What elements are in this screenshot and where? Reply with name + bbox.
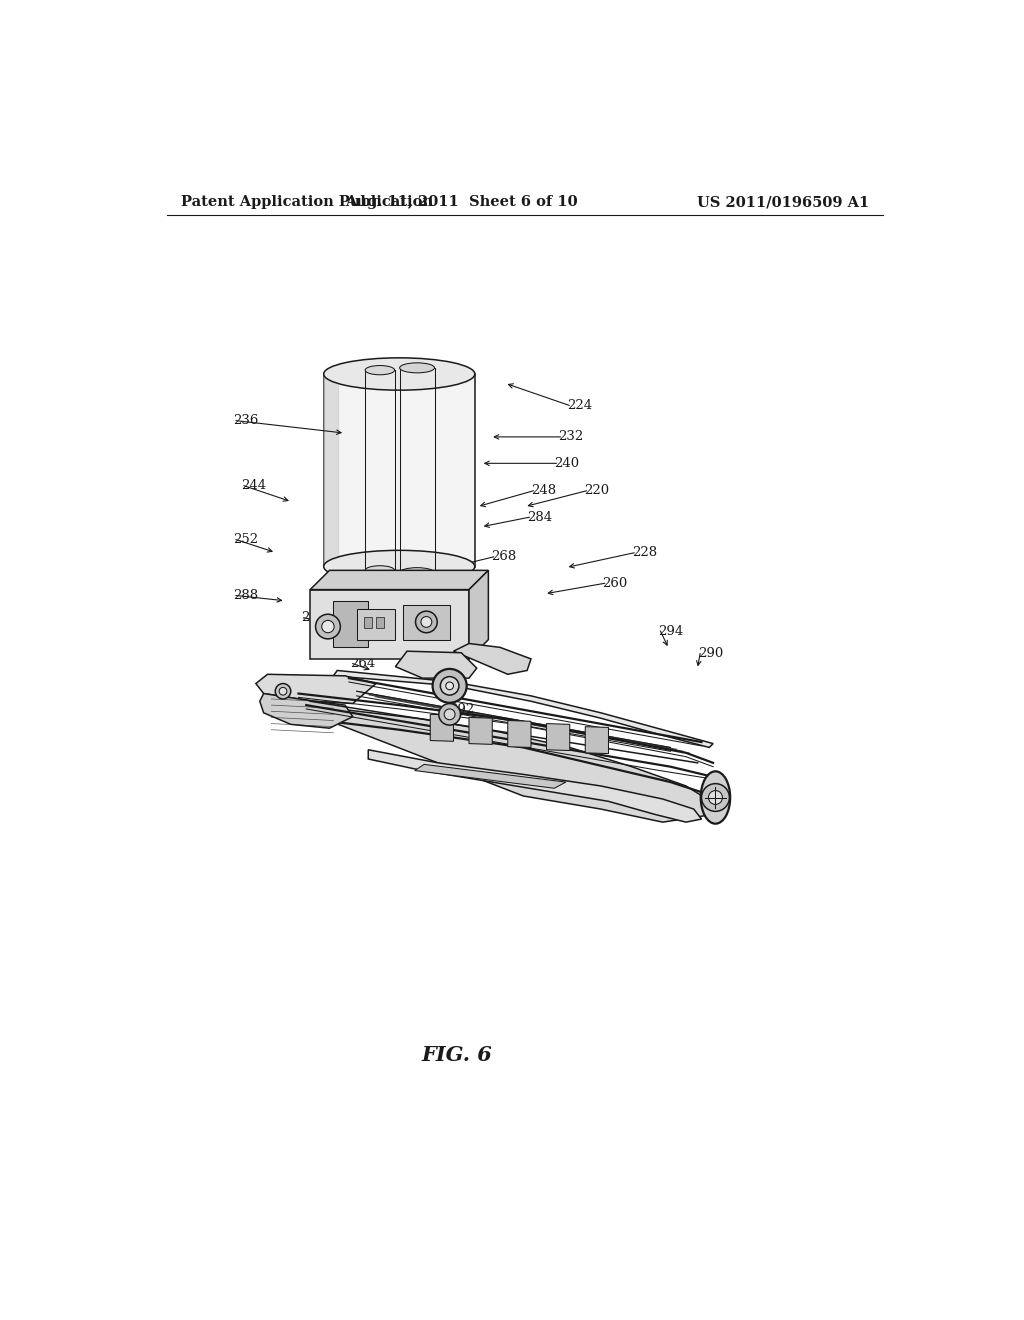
Ellipse shape: [700, 771, 730, 824]
Text: 272: 272: [301, 611, 327, 624]
Text: 284: 284: [527, 511, 552, 524]
Polygon shape: [369, 750, 701, 822]
Polygon shape: [395, 651, 477, 678]
Polygon shape: [334, 671, 713, 747]
Circle shape: [275, 684, 291, 700]
Circle shape: [315, 614, 340, 639]
Polygon shape: [376, 616, 384, 628]
Text: 260: 260: [602, 577, 628, 590]
Polygon shape: [586, 726, 608, 754]
Text: 236: 236: [233, 414, 259, 428]
Polygon shape: [356, 609, 395, 640]
Circle shape: [416, 611, 437, 632]
Ellipse shape: [399, 568, 434, 578]
Polygon shape: [403, 605, 450, 640]
Text: 232: 232: [558, 430, 584, 444]
Text: 264: 264: [350, 657, 376, 671]
Polygon shape: [310, 590, 469, 659]
Polygon shape: [256, 675, 376, 704]
Text: US 2011/0196509 A1: US 2011/0196509 A1: [696, 195, 869, 209]
Polygon shape: [324, 374, 338, 566]
Ellipse shape: [366, 366, 394, 375]
Ellipse shape: [366, 566, 394, 576]
Text: 248: 248: [531, 484, 556, 498]
Ellipse shape: [324, 358, 475, 391]
Text: 252: 252: [233, 533, 259, 546]
Polygon shape: [430, 714, 454, 742]
Text: 224: 224: [567, 399, 592, 412]
Circle shape: [445, 682, 454, 690]
Text: Patent Application Publication: Patent Application Publication: [180, 195, 433, 209]
Circle shape: [444, 709, 455, 719]
Circle shape: [432, 669, 467, 702]
Polygon shape: [547, 723, 569, 751]
Circle shape: [701, 784, 729, 812]
Circle shape: [322, 620, 334, 632]
Polygon shape: [469, 718, 493, 744]
Text: 292: 292: [450, 702, 475, 715]
Polygon shape: [508, 721, 531, 747]
Polygon shape: [415, 764, 566, 788]
Text: 244: 244: [242, 479, 266, 492]
Text: 268: 268: [492, 550, 517, 564]
Circle shape: [438, 704, 461, 725]
Text: Aug. 11, 2011  Sheet 6 of 10: Aug. 11, 2011 Sheet 6 of 10: [345, 195, 578, 209]
Circle shape: [440, 677, 459, 696]
Polygon shape: [324, 374, 475, 566]
Text: FIG. 6: FIG. 6: [422, 1045, 493, 1065]
Polygon shape: [365, 616, 372, 628]
Polygon shape: [299, 705, 717, 822]
Polygon shape: [260, 693, 352, 729]
Polygon shape: [469, 570, 488, 659]
Text: 294: 294: [658, 624, 683, 638]
Polygon shape: [454, 644, 531, 675]
Text: 288: 288: [233, 589, 259, 602]
Polygon shape: [334, 601, 369, 647]
Circle shape: [421, 616, 432, 627]
Text: 290: 290: [697, 647, 723, 660]
Polygon shape: [310, 570, 488, 590]
Circle shape: [280, 688, 287, 696]
Circle shape: [709, 791, 722, 804]
Ellipse shape: [399, 363, 434, 372]
Ellipse shape: [324, 550, 475, 582]
Text: 228: 228: [632, 546, 657, 560]
Text: 240: 240: [554, 457, 580, 470]
Text: 220: 220: [585, 484, 609, 498]
